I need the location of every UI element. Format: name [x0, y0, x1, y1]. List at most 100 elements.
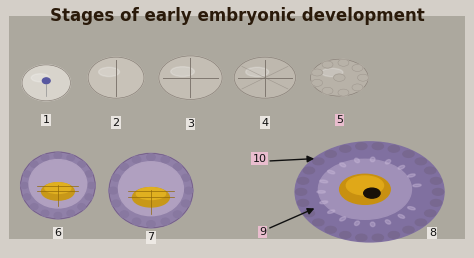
Ellipse shape	[118, 162, 183, 216]
Ellipse shape	[408, 174, 415, 177]
Ellipse shape	[313, 158, 324, 165]
Ellipse shape	[41, 155, 49, 161]
Ellipse shape	[385, 160, 391, 164]
Ellipse shape	[415, 158, 427, 165]
Ellipse shape	[398, 165, 405, 169]
Ellipse shape	[430, 178, 442, 184]
FancyBboxPatch shape	[9, 16, 465, 239]
Ellipse shape	[346, 176, 383, 195]
Ellipse shape	[85, 194, 92, 200]
Ellipse shape	[388, 146, 400, 152]
Ellipse shape	[370, 222, 375, 227]
Ellipse shape	[430, 199, 442, 206]
Ellipse shape	[372, 143, 383, 149]
Text: 5: 5	[336, 115, 343, 125]
Ellipse shape	[325, 227, 336, 233]
Ellipse shape	[67, 155, 74, 161]
Ellipse shape	[23, 194, 31, 200]
Ellipse shape	[425, 210, 436, 217]
Ellipse shape	[88, 182, 95, 188]
Ellipse shape	[31, 74, 49, 82]
Ellipse shape	[41, 210, 49, 216]
Ellipse shape	[320, 180, 328, 183]
Ellipse shape	[352, 84, 363, 91]
Ellipse shape	[298, 199, 309, 206]
Ellipse shape	[184, 187, 193, 194]
Ellipse shape	[54, 152, 62, 158]
Ellipse shape	[132, 156, 141, 163]
Ellipse shape	[403, 227, 414, 233]
Ellipse shape	[432, 189, 444, 195]
Ellipse shape	[295, 189, 307, 195]
Ellipse shape	[313, 219, 324, 226]
Ellipse shape	[120, 211, 128, 217]
Ellipse shape	[340, 217, 346, 221]
Ellipse shape	[21, 182, 28, 188]
Ellipse shape	[161, 218, 170, 225]
Ellipse shape	[109, 187, 118, 194]
Ellipse shape	[388, 232, 400, 238]
Ellipse shape	[340, 146, 351, 152]
Ellipse shape	[42, 183, 74, 200]
Ellipse shape	[161, 156, 170, 163]
Ellipse shape	[147, 221, 155, 227]
Ellipse shape	[328, 170, 335, 174]
Text: 1: 1	[43, 115, 50, 125]
Ellipse shape	[398, 214, 405, 218]
Ellipse shape	[413, 184, 421, 187]
Ellipse shape	[45, 183, 71, 194]
Ellipse shape	[356, 234, 367, 241]
Ellipse shape	[357, 74, 368, 81]
Text: 7: 7	[147, 232, 155, 242]
Ellipse shape	[311, 69, 323, 76]
Ellipse shape	[408, 207, 415, 210]
Ellipse shape	[415, 219, 427, 226]
Ellipse shape	[78, 161, 85, 167]
Ellipse shape	[85, 171, 92, 177]
Ellipse shape	[42, 78, 50, 84]
Ellipse shape	[30, 161, 38, 167]
Ellipse shape	[338, 59, 349, 66]
Text: 10: 10	[252, 154, 266, 164]
Ellipse shape	[311, 79, 323, 86]
Ellipse shape	[54, 213, 62, 219]
Ellipse shape	[298, 178, 309, 184]
Text: 6: 6	[55, 228, 62, 238]
Ellipse shape	[370, 157, 375, 162]
Ellipse shape	[234, 57, 296, 98]
Ellipse shape	[317, 191, 325, 193]
Ellipse shape	[88, 57, 144, 98]
Ellipse shape	[21, 152, 95, 219]
Ellipse shape	[385, 220, 391, 224]
Ellipse shape	[29, 160, 87, 208]
Ellipse shape	[334, 74, 345, 81]
Ellipse shape	[403, 151, 414, 157]
Ellipse shape	[109, 153, 193, 228]
Text: 8: 8	[429, 228, 436, 238]
Ellipse shape	[322, 87, 333, 94]
Ellipse shape	[352, 64, 363, 71]
Ellipse shape	[355, 158, 359, 163]
Ellipse shape	[246, 67, 269, 77]
Ellipse shape	[173, 211, 182, 217]
Ellipse shape	[355, 221, 359, 225]
Ellipse shape	[322, 61, 333, 68]
Ellipse shape	[303, 210, 315, 217]
Ellipse shape	[372, 234, 383, 241]
Ellipse shape	[171, 67, 194, 76]
Ellipse shape	[112, 200, 120, 207]
Ellipse shape	[23, 171, 31, 177]
Ellipse shape	[182, 174, 190, 181]
Ellipse shape	[340, 163, 346, 167]
Ellipse shape	[356, 143, 367, 149]
Ellipse shape	[325, 151, 336, 157]
Ellipse shape	[173, 164, 182, 170]
Text: 3: 3	[187, 119, 194, 129]
Ellipse shape	[319, 159, 411, 219]
Ellipse shape	[182, 200, 190, 207]
Ellipse shape	[120, 164, 128, 170]
Text: 4: 4	[261, 118, 268, 128]
Ellipse shape	[364, 188, 380, 198]
Ellipse shape	[133, 188, 169, 207]
Ellipse shape	[310, 59, 368, 96]
